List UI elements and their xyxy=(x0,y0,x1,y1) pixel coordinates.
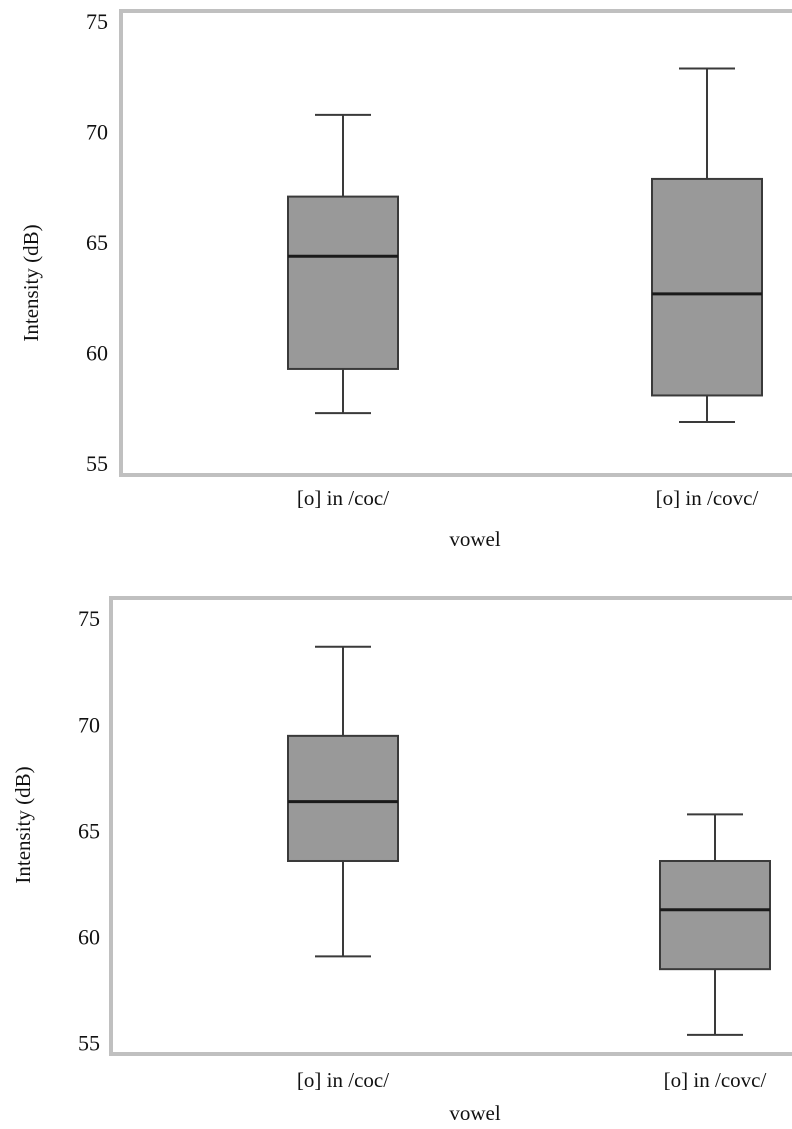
chart-1-box-2 xyxy=(651,67,763,423)
chart-1-marks: 55 60 65 70 75 [o] in /coc/ [o] in /covc/ xyxy=(86,9,763,510)
chart-1-y-tick-label: 60 xyxy=(86,340,108,365)
chart-1-y-tick-label: 70 xyxy=(86,120,108,145)
chart-2-box-1 xyxy=(287,645,399,958)
chart-1: Intensity (dB) vowel 55 60 65 70 75 [o] in /c… xyxy=(19,9,792,551)
chart-2: Intensity (dB) vowel 55 60 65 70 75 [o] in /c… xyxy=(11,596,792,1125)
chart-2-y-axis-title: Intensity (dB) xyxy=(11,766,35,883)
iqr-box xyxy=(651,177,763,397)
chart-2-y-tick-label: 75 xyxy=(78,606,100,631)
iqr-box xyxy=(287,195,399,370)
chart-2-plot-frame xyxy=(109,596,792,1056)
chart-1-plot-frame xyxy=(119,9,792,477)
chart-2-y-tick-label: 55 xyxy=(78,1030,100,1055)
chart-1-y-axis-title: Intensity (dB) xyxy=(19,224,43,341)
iqr-box xyxy=(287,734,399,862)
iqr-box xyxy=(659,859,771,971)
chart-1-y-tick-label: 75 xyxy=(86,9,108,34)
chart-1-x-axis-title: vowel xyxy=(449,527,500,551)
chart-1-y-tick-label: 55 xyxy=(86,451,108,476)
chart-2-y-tick-label: 60 xyxy=(78,924,100,949)
chart-2-y-tick-label: 65 xyxy=(78,818,100,843)
chart-2-box-2 xyxy=(659,813,771,1036)
chart-2-marks: 55 60 65 70 75 [o] in /coc/ [o] in /covc/ xyxy=(78,606,771,1092)
chart-1-category-label: [o] in /coc/ xyxy=(297,486,389,510)
chart-1-y-tick-label: 65 xyxy=(86,230,108,255)
chart-2-category-label: [o] in /covc/ xyxy=(664,1068,767,1092)
chart-2-y-tick-label: 70 xyxy=(78,712,100,737)
chart-2-x-axis-title: vowel xyxy=(449,1101,500,1125)
chart-1-category-label: [o] in /covc/ xyxy=(656,486,759,510)
chart-2-category-label: [o] in /coc/ xyxy=(297,1068,389,1092)
chart-1-box-1 xyxy=(287,113,399,415)
